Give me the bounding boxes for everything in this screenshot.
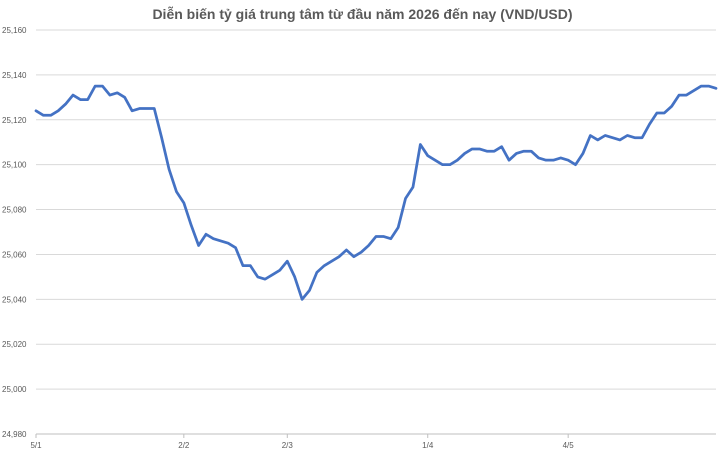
y-tick-label: 25,040 xyxy=(2,295,27,304)
y-tick-label: 25,080 xyxy=(2,206,27,215)
y-tick-label: 25,120 xyxy=(2,116,27,125)
axis-layer: 24,980 25,000 25,020 25,040 25,060 25,080 25,1… xyxy=(2,26,716,450)
x-tick-label: 5/1 xyxy=(30,441,42,450)
y-tick-label: 25,140 xyxy=(2,71,27,80)
y-tick-label: 25,100 xyxy=(2,161,27,170)
y-tick-label: 25,020 xyxy=(2,340,27,349)
y-tick-label: 25,060 xyxy=(2,250,27,259)
series-layer xyxy=(34,84,718,301)
y-tick-label: 24,980 xyxy=(2,430,27,439)
x-tick-label: 2/2 xyxy=(178,441,190,450)
x-tick-label: 4/5 xyxy=(563,441,575,450)
x-tick-label: 2/3 xyxy=(282,441,294,450)
series-line xyxy=(34,84,718,301)
y-tick-label: 25,160 xyxy=(2,26,27,35)
chart-title: Diễn biến tỷ giá trung tâm từ đầu năm 20… xyxy=(152,6,573,22)
y-tick-label: 25,000 xyxy=(2,385,27,394)
x-tick-label: 1/4 xyxy=(422,441,434,450)
grid-layer xyxy=(36,29,716,390)
